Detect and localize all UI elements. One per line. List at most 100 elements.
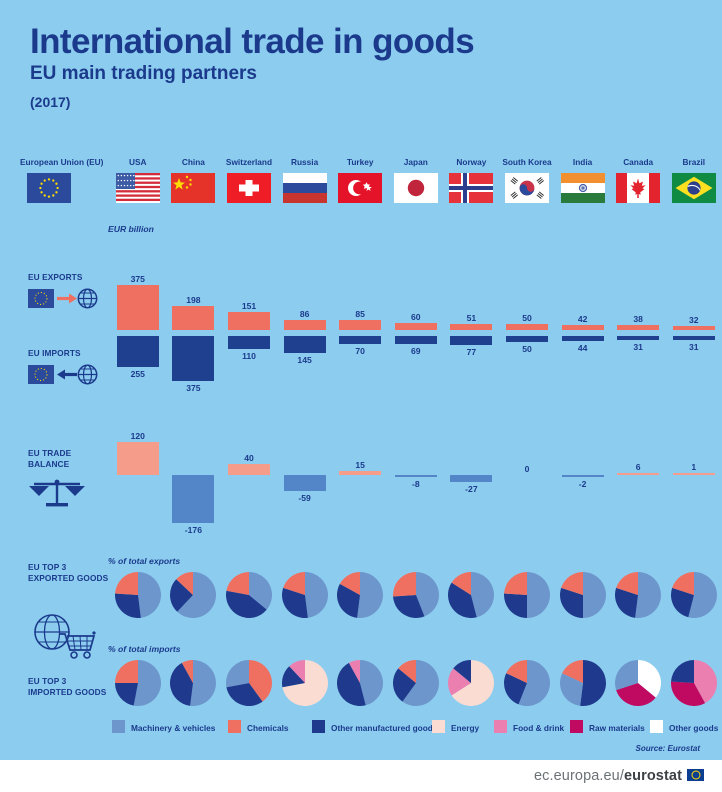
import-bar-group: 375 xyxy=(172,336,215,393)
country-column-norway: Norway xyxy=(444,157,500,218)
country-name: Norway xyxy=(456,157,487,167)
source-note: Source: Eurostat xyxy=(635,744,700,753)
country-column-eu: European Union (EU) xyxy=(20,157,104,218)
export-goods-pie xyxy=(114,572,161,619)
legend-label: Other manufactured goods xyxy=(331,723,438,733)
pie-slice xyxy=(137,572,161,618)
pie-slice xyxy=(360,660,384,706)
country-name: Brazil xyxy=(682,157,706,167)
import-bar-group: 110 xyxy=(228,336,270,361)
pie-slice xyxy=(281,587,308,619)
pie-slice xyxy=(693,660,717,704)
legend-item: Other manufactured goods xyxy=(312,718,438,736)
legend-swatch xyxy=(494,720,507,733)
country-name: Japan xyxy=(403,157,428,167)
balance-bar xyxy=(116,442,159,475)
pie-slice xyxy=(638,660,662,698)
pie-slice xyxy=(560,572,583,595)
pie-slice xyxy=(527,572,550,618)
pie-slice xyxy=(448,582,478,619)
balance-bar xyxy=(228,464,270,475)
pie-slice xyxy=(392,572,416,597)
import-value-label: 255 xyxy=(130,368,145,379)
country-column-southkorea: South Korea xyxy=(499,157,555,218)
import-bar-group: 69 xyxy=(394,336,437,356)
pie-slice xyxy=(448,668,472,696)
legend-swatch xyxy=(312,720,325,733)
export-bar-group: 42 xyxy=(561,314,604,330)
import-value-label: 110 xyxy=(242,351,256,362)
balance-bar-group: -176 xyxy=(172,475,215,535)
pie-slice xyxy=(561,660,583,683)
import-bar-group: 31 xyxy=(672,336,715,352)
eu-flag-icon xyxy=(687,769,704,781)
import-bar xyxy=(116,336,159,367)
balance-bar xyxy=(339,470,382,475)
pie-slice xyxy=(177,572,217,618)
balance-bar-group: 6 xyxy=(617,462,660,475)
india-flag-icon xyxy=(560,173,605,203)
pie-slice xyxy=(249,572,272,610)
import-bar-group: 70 xyxy=(339,336,382,356)
pie-slice xyxy=(304,572,328,618)
pie-slice xyxy=(518,660,551,706)
export-bar-group: 375 xyxy=(116,274,159,330)
switzerland-flag-icon xyxy=(226,173,271,203)
pie-slice xyxy=(451,572,472,595)
balance-value-label: -176 xyxy=(184,525,202,536)
balance-bar-group: -59 xyxy=(283,475,326,503)
legend-label: Chemicals xyxy=(247,723,289,733)
import-value-label: 145 xyxy=(297,355,312,366)
legend-swatch xyxy=(228,720,241,733)
export-bar-group: 198 xyxy=(172,295,215,330)
import-bar xyxy=(561,336,604,342)
globe-arrow-eu-flag-icon xyxy=(28,362,98,393)
export-value-label: 375 xyxy=(130,273,145,284)
export-bar xyxy=(228,311,270,330)
brazil-flag-icon xyxy=(671,173,716,203)
scales-icon xyxy=(28,476,86,515)
balance-value-label: -27 xyxy=(465,484,478,495)
pie-slice xyxy=(402,660,439,706)
import-value-label: 77 xyxy=(466,347,477,358)
export-value-label: 60 xyxy=(411,311,421,322)
southkorea-flag-icon xyxy=(504,173,549,203)
country-name: European Union (EU) xyxy=(20,157,104,167)
legend-item: Raw materials xyxy=(570,718,645,736)
export-bar xyxy=(506,323,548,330)
pie-slice xyxy=(288,660,305,683)
country-name: Turkey xyxy=(346,157,374,167)
pie-slice xyxy=(170,662,194,706)
export-goods-pie xyxy=(615,572,662,618)
export-bar-group: 38 xyxy=(617,314,660,330)
row-label-top-exports-line1: EU TOP 3 xyxy=(28,562,67,572)
pie-slice xyxy=(670,681,705,707)
export-value-label: 86 xyxy=(299,308,310,319)
reference-year: (2017) xyxy=(30,94,71,111)
export-goods-pie xyxy=(392,572,439,618)
page-title: International trade in goods xyxy=(30,22,475,61)
page-subtitle: EU main trading partners xyxy=(30,63,257,85)
import-value-label: 70 xyxy=(355,346,365,357)
import-bar-group: 44 xyxy=(561,336,604,353)
pie-slice xyxy=(226,590,267,618)
infographic-header: International trade in goods EU main tra… xyxy=(0,0,722,110)
pie-slice xyxy=(190,660,217,706)
pie-slice xyxy=(616,683,656,706)
pie-slice xyxy=(415,572,439,617)
import-value-label: 31 xyxy=(633,341,643,352)
pie-slice xyxy=(579,660,606,706)
footer-url[interactable]: ec.europa.eu/eurostat xyxy=(534,768,704,784)
eu-flag-icon xyxy=(27,173,72,203)
pie-slice xyxy=(226,683,263,707)
country-name: Russia xyxy=(290,157,319,167)
canada-flag-icon xyxy=(616,173,661,203)
country-column-japan: Japan xyxy=(388,157,444,218)
legend-label: Food & drink xyxy=(513,723,565,733)
balance-value-label: 120 xyxy=(130,431,145,441)
balance-value-label: 0 xyxy=(524,464,530,474)
row-label-top-imports-line1: EU TOP 3 xyxy=(28,676,67,686)
import-value-label: 375 xyxy=(186,383,201,394)
row-label-balance-line2: BALANCE xyxy=(28,459,70,470)
usa-flag-icon xyxy=(115,173,160,203)
